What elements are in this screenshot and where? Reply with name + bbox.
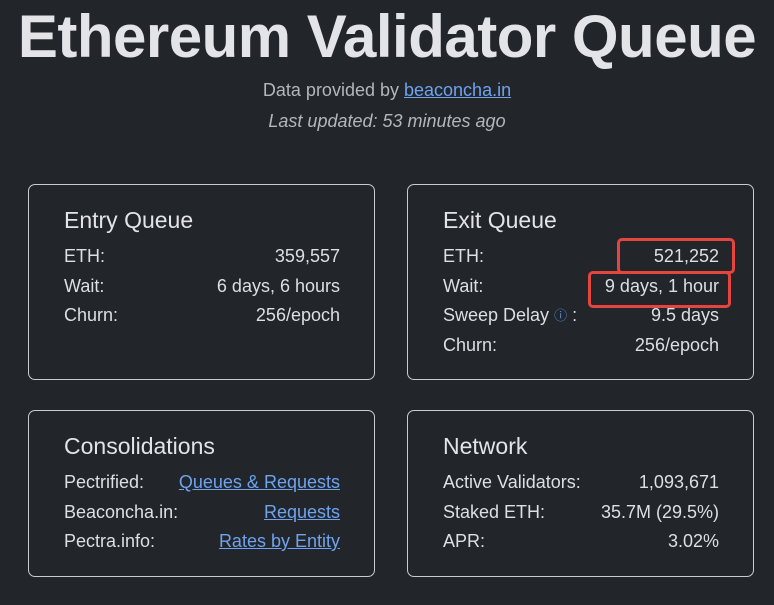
sweep-label: Sweep Delay (443, 305, 550, 325)
value: 3.02% (667, 531, 719, 551)
label: APR: (443, 531, 486, 551)
info-icon[interactable]: ⓘ (554, 308, 568, 323)
value: 256/epoch (634, 334, 719, 355)
requests-link[interactable]: Requests (263, 501, 340, 522)
value: 9 days, 1 hour (604, 275, 719, 296)
exit-sweep-row: Sweep Delay ⓘ : 9.5 days (443, 301, 719, 331)
label: Wait: (64, 275, 105, 296)
label: Churn: (443, 334, 498, 355)
beaconchain-row: Beaconcha.in: Requests (64, 498, 340, 528)
label: Active Validators: (443, 472, 581, 492)
entry-wait-row: Wait: 6 days, 6 hours (64, 272, 340, 302)
card-title: Entry Queue (64, 207, 194, 233)
label: Wait: (443, 275, 484, 296)
card-title: Network (443, 433, 528, 459)
entry-queue-card: Entry Queue ETH: 359,557 Wait: 6 days, 6 h… (28, 184, 375, 380)
value: 1,093,671 (638, 472, 719, 492)
beaconchain-link[interactable]: beaconcha.in (404, 80, 512, 100)
exit-churn-row: Churn: 256/epoch (443, 331, 719, 361)
consolidations-card: Consolidations Pectrified: Queues & Reque… (28, 410, 375, 577)
label: Beaconcha.in: (64, 501, 179, 522)
label: ETH: (64, 246, 106, 266)
pectra-info-row: Pectra.info: Rates by Entity (64, 527, 340, 557)
exit-queue-card: Exit Queue ETH: 521,252 Wait: 9 days, 1 ho… (407, 184, 754, 380)
data-provider: Data provided by beaconcha.in (0, 80, 774, 101)
colon: : (572, 305, 578, 325)
rates-by-entity-link[interactable]: Rates by Entity (218, 531, 340, 551)
label: Churn: (64, 305, 119, 325)
exit-eth-row: ETH: 521,252 (443, 242, 719, 272)
queues-requests-link[interactable]: Queues & Requests (178, 472, 340, 492)
card-title: Consolidations (64, 433, 215, 459)
value: 9.5 days (650, 305, 719, 325)
label: ETH: (443, 246, 485, 266)
value: 521,252 (653, 246, 719, 266)
last-updated: Last updated: 53 minutes ago (268, 111, 506, 131)
value: 6 days, 6 hours (216, 275, 340, 296)
provider-label: Data provided by (262, 80, 404, 100)
entry-eth-row: ETH: 359,557 (64, 242, 340, 272)
staked-eth-row: Staked ETH: 35.7M (29.5%) (443, 498, 719, 528)
value: 35.7M (29.5%) (600, 501, 719, 522)
highlight-box-eth (617, 238, 735, 274)
label: Sweep Delay ⓘ : (443, 301, 577, 331)
exit-wait-row: Wait: 9 days, 1 hour (443, 272, 719, 302)
highlight-box-wait (588, 271, 731, 308)
value: 359,557 (274, 246, 340, 266)
entry-churn-row: Churn: 256/epoch (64, 301, 340, 331)
apr-row: APR: 3.02% (443, 527, 719, 557)
value: 256/epoch (255, 305, 340, 325)
active-validators-row: Active Validators: 1,093,671 (443, 468, 719, 498)
label: Pectrified: (64, 472, 145, 492)
page-title: Ethereum Validator Queue (17, 3, 757, 70)
card-title: Exit Queue (443, 207, 557, 233)
network-card: Network Active Validators: 1,093,671 Stak… (407, 410, 754, 577)
pectrified-row: Pectrified: Queues & Requests (64, 468, 340, 498)
label: Pectra.info: (64, 531, 156, 551)
label: Staked ETH: (443, 501, 546, 522)
